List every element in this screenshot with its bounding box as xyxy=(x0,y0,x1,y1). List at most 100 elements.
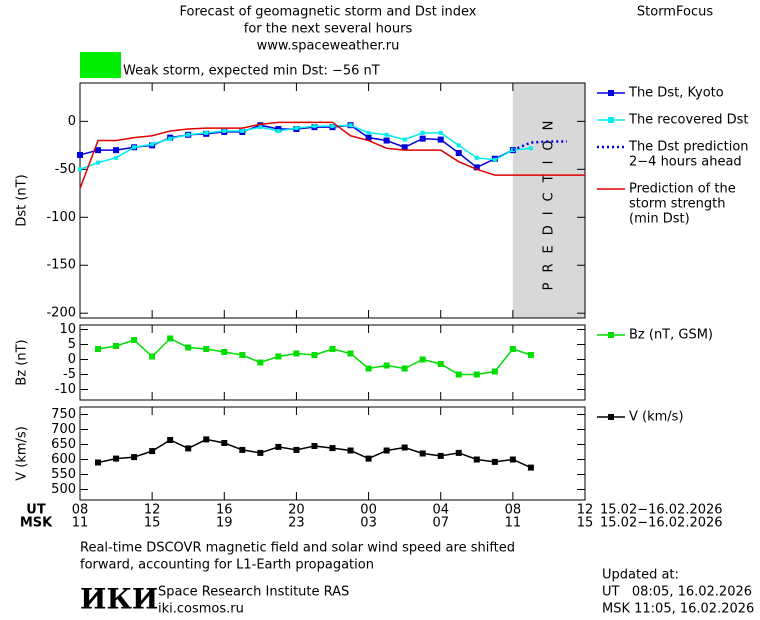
legend-marker xyxy=(608,414,614,420)
series-line xyxy=(512,140,567,152)
data-point xyxy=(473,456,480,463)
updated: Updated at: xyxy=(602,568,679,583)
legend-marker xyxy=(608,90,614,96)
data-point xyxy=(293,446,300,453)
title-line: Forecast of geomagnetic storm and Dst in… xyxy=(179,5,476,20)
data-point xyxy=(329,346,336,352)
y-tick-label: 500 xyxy=(51,482,76,497)
legend-label: storm strength xyxy=(629,197,726,212)
y-tick-label: 10 xyxy=(59,322,76,337)
legend-label: The Dst prediction xyxy=(628,140,749,155)
data-point xyxy=(401,144,408,151)
prediction-band xyxy=(512,83,585,318)
x-tick-label-msk: 03 xyxy=(360,516,377,531)
data-point xyxy=(113,343,120,349)
series-line xyxy=(79,124,531,171)
data-point xyxy=(257,449,264,456)
data-point xyxy=(527,464,534,471)
legend-label: 2−4 hours ahead xyxy=(629,155,742,170)
y-tick-label: 650 xyxy=(51,437,76,452)
data-point xyxy=(276,128,281,133)
legend-label: (min Dst) xyxy=(629,212,690,227)
brand: StormFocus xyxy=(637,5,713,20)
y-tick-label: -10 xyxy=(55,382,76,397)
data-point xyxy=(329,445,336,452)
y-tick-label: -100 xyxy=(46,210,76,225)
plot-frame xyxy=(79,82,586,319)
data-point xyxy=(383,447,390,454)
updated: UT 08:05, 16.02.2026 xyxy=(602,585,752,600)
series-line xyxy=(79,121,585,189)
y-tick-label: 0 xyxy=(68,352,76,367)
data-point xyxy=(186,132,191,137)
y-tick-label: -5 xyxy=(63,367,76,382)
data-point xyxy=(365,365,372,372)
data-point xyxy=(383,137,390,144)
y-tick-label: 550 xyxy=(51,467,76,482)
data-point xyxy=(149,353,156,360)
data-point xyxy=(437,361,444,367)
data-point xyxy=(491,368,498,375)
data-point xyxy=(150,142,155,147)
data-point xyxy=(239,446,246,453)
storm-indicator xyxy=(80,52,121,78)
institute: Space Research Institute RAS xyxy=(158,585,349,600)
data-point xyxy=(131,337,138,343)
data-point xyxy=(384,132,389,137)
plot-frame xyxy=(79,324,586,401)
data-point xyxy=(222,128,227,133)
data-point xyxy=(509,346,516,352)
prediction-label: PREDICTION xyxy=(541,111,556,291)
x-tick-label-msk: 15 xyxy=(144,516,161,531)
data-point xyxy=(455,371,462,378)
data-point xyxy=(330,124,335,129)
data-point xyxy=(437,452,444,459)
data-point xyxy=(149,448,156,455)
legend-marker xyxy=(608,117,614,123)
data-point xyxy=(113,147,120,154)
data-point xyxy=(474,155,479,160)
data-point xyxy=(456,143,461,148)
data-point xyxy=(221,349,228,355)
data-point xyxy=(455,150,462,157)
y-tick-label: 750 xyxy=(51,407,76,422)
note: Real-time DSCOVR magnetic field and sola… xyxy=(80,541,515,556)
data-point xyxy=(239,352,246,358)
title-line: www.spaceweather.ru xyxy=(257,39,400,54)
data-point xyxy=(294,126,299,131)
data-point xyxy=(347,447,354,454)
data-point xyxy=(438,130,443,135)
date-range: 15.02−16.02.2026 xyxy=(600,516,723,531)
site: iki.cosmos.ru xyxy=(158,602,244,617)
data-point xyxy=(203,346,210,352)
data-point xyxy=(401,365,408,372)
data-point xyxy=(240,128,245,133)
note: forward, accounting for L1-Earth propaga… xyxy=(80,558,374,573)
data-point xyxy=(96,160,101,165)
data-point xyxy=(95,459,102,466)
x-tick-label: 16 xyxy=(216,503,233,518)
data-point xyxy=(185,344,192,351)
data-point xyxy=(131,454,138,461)
data-point xyxy=(168,136,173,141)
x-tick-label-msk: 11 xyxy=(72,516,89,531)
logo: ИКИ xyxy=(80,583,158,616)
date-range: 15.02−16.02.2026 xyxy=(600,503,723,518)
data-point xyxy=(204,130,209,135)
y-tick-label: -50 xyxy=(55,162,76,177)
data-point xyxy=(509,456,516,463)
data-point xyxy=(491,458,498,465)
data-point xyxy=(77,151,83,158)
data-point xyxy=(402,137,407,142)
y-tick-label: 5 xyxy=(68,337,76,352)
data-point xyxy=(527,352,534,358)
y-tick-label: 700 xyxy=(51,422,76,437)
data-point xyxy=(113,455,120,462)
storm-text: Weak storm, expected min Dst: −56 nT xyxy=(123,64,380,79)
data-point xyxy=(95,346,102,352)
data-point xyxy=(420,130,425,135)
title-line: for the next several hours xyxy=(244,22,413,37)
data-point xyxy=(348,123,353,128)
data-point xyxy=(167,335,174,342)
